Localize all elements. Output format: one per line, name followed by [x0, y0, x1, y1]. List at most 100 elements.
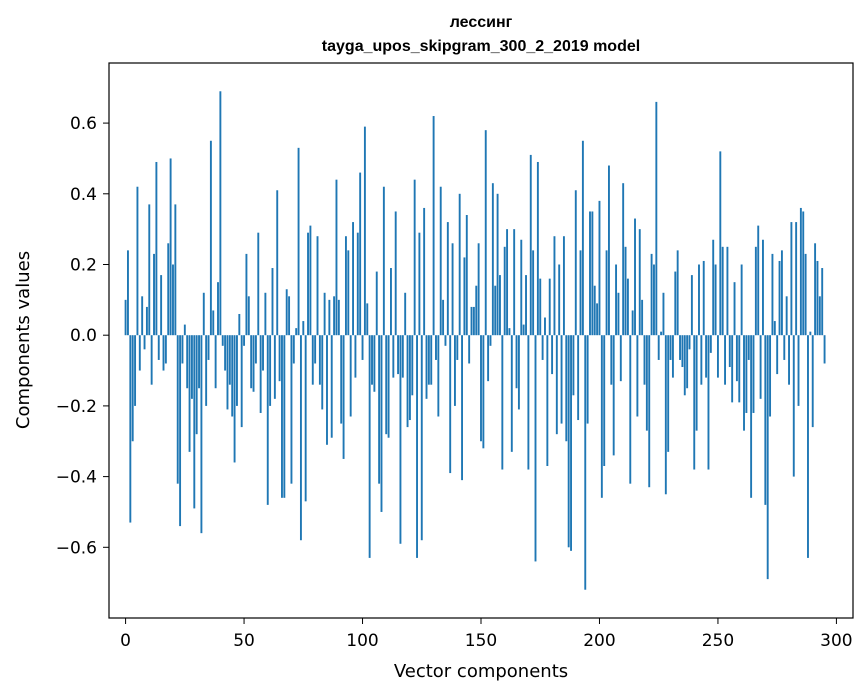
bar — [371, 335, 373, 385]
bar — [743, 335, 745, 431]
bar — [361, 335, 364, 360]
bar — [797, 335, 800, 406]
bar — [506, 229, 509, 336]
bar — [290, 335, 293, 484]
x-tick-label: 100 — [346, 631, 378, 651]
bar — [472, 306, 475, 336]
bar — [340, 335, 343, 424]
bar — [330, 335, 333, 438]
bar — [707, 335, 710, 470]
bar — [444, 335, 447, 346]
bar — [252, 335, 255, 392]
bar — [596, 303, 599, 336]
bar — [553, 236, 556, 336]
bar — [783, 335, 786, 360]
bar — [380, 335, 383, 512]
bar — [724, 335, 726, 385]
bar — [709, 335, 712, 353]
bar — [212, 310, 215, 336]
bar — [269, 335, 272, 406]
bar — [446, 222, 449, 336]
bar — [150, 335, 153, 385]
bar — [136, 186, 139, 336]
bar — [228, 335, 231, 385]
bar — [344, 236, 347, 336]
bar — [342, 335, 345, 459]
bar — [664, 335, 667, 495]
bar — [257, 232, 260, 336]
bar — [631, 310, 634, 336]
bar — [662, 292, 665, 336]
bar — [705, 335, 708, 378]
bar — [266, 335, 269, 505]
bar — [653, 264, 655, 336]
bar — [318, 335, 321, 385]
bar — [484, 130, 487, 336]
bar — [598, 200, 601, 336]
bar — [425, 335, 428, 399]
y-tick-label: 0.2 — [70, 255, 97, 275]
bar — [525, 275, 527, 336]
bar — [387, 335, 390, 438]
bar — [693, 335, 696, 470]
bar — [811, 335, 814, 428]
y-axis-ticks: −0.6 −0.4 −0.2 0.0 0.2 0.4 0.6 — [56, 114, 109, 558]
bar — [510, 335, 513, 452]
bar — [349, 335, 352, 417]
bar — [489, 335, 492, 346]
bar — [236, 335, 238, 406]
bar — [281, 335, 283, 498]
bar — [411, 335, 414, 396]
bar — [560, 335, 563, 424]
bar — [209, 140, 212, 336]
bar — [636, 335, 639, 417]
bar — [757, 225, 760, 336]
bar — [513, 229, 516, 336]
bar — [764, 335, 767, 505]
bar — [129, 335, 132, 523]
bar — [321, 335, 324, 410]
bar — [733, 282, 736, 336]
bar — [527, 335, 530, 470]
bar — [728, 335, 731, 368]
bar — [217, 282, 219, 336]
bar — [465, 215, 468, 336]
bar — [660, 331, 663, 336]
bar — [363, 126, 366, 336]
x-tick-label: 0 — [120, 631, 131, 651]
bar — [316, 236, 319, 336]
bar — [188, 335, 191, 452]
bar — [515, 335, 518, 389]
y-tick-label: 0.6 — [70, 114, 97, 134]
bar — [463, 257, 466, 336]
bar — [179, 335, 182, 527]
bar — [589, 211, 591, 336]
plot-frame — [108, 62, 854, 619]
bar — [539, 278, 542, 336]
bar — [562, 236, 565, 336]
bar — [226, 335, 229, 410]
bar — [143, 335, 146, 350]
bar — [726, 246, 729, 336]
bar — [584, 335, 587, 590]
bar — [567, 335, 570, 548]
bar — [413, 179, 416, 336]
bar — [593, 285, 596, 336]
bar — [292, 335, 295, 364]
bar — [190, 335, 193, 399]
bar — [491, 183, 494, 336]
bar — [740, 264, 743, 336]
bar — [671, 335, 674, 378]
bar — [731, 335, 734, 403]
bar — [821, 268, 824, 336]
bar — [224, 335, 227, 371]
bar — [638, 229, 641, 336]
bar — [176, 335, 179, 484]
bar — [172, 264, 174, 336]
bar — [674, 271, 677, 336]
bar — [482, 335, 485, 449]
bar — [259, 335, 262, 413]
bar — [762, 239, 764, 336]
bar — [205, 335, 208, 406]
bar — [271, 268, 274, 336]
